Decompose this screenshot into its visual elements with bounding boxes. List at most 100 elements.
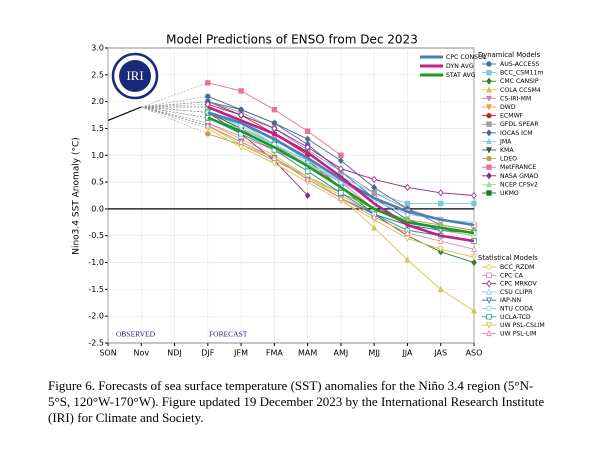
x-tick-label: AMJ [334,349,349,358]
x-tick-label: MJJ [368,349,380,358]
marker [404,210,411,217]
marker [371,190,377,196]
legend-label: KMA [500,147,514,154]
legend-label: UCLA-TCD [500,314,531,321]
x-tick-label: JAS [433,349,447,358]
legend-label: COLA CCSM4 [500,87,541,94]
legend-label: IAP-NN [500,297,522,304]
marker [304,175,311,183]
marker [486,272,492,278]
marker [437,285,444,293]
marker [437,246,444,253]
marker [338,152,344,158]
legend-label: DWD [500,104,516,111]
marker [486,155,492,162]
legend-group-title: Statistical Models [478,254,538,262]
marker [486,322,492,329]
y-tick-label: 0.0 [91,204,104,213]
marker [486,77,492,85]
marker [471,245,477,252]
connector [141,104,208,108]
average-line [207,111,475,227]
marker [304,135,311,143]
average-line [207,116,475,235]
x-tick-label: SON [99,349,116,358]
marker [486,180,492,188]
marker [404,229,411,236]
marker [271,160,278,167]
marker [486,164,492,170]
marker [205,131,211,137]
legend-label: GFDL SPEAR [500,121,539,128]
marker [486,137,492,145]
legend-label: ECMWF [500,113,524,120]
marker [404,200,411,207]
legend-label: LDEO [500,156,517,163]
legend-label: UW PSL-LIM [500,330,536,337]
connector [141,82,208,108]
plot-area [107,47,475,344]
x-tick-label: MAM [298,349,317,358]
y-tick-label: 1.0 [91,151,104,160]
marker [486,314,492,320]
y-tick-label: 1.5 [91,124,104,133]
marker [371,183,377,191]
marker [404,256,411,263]
legend-label: UW PSL-CSLIM [500,322,545,329]
marker [486,264,492,270]
connector [141,106,208,118]
marker [486,121,492,127]
marker [371,175,377,183]
marker [486,69,492,76]
marker [304,143,311,151]
marker [404,235,411,243]
legend-label: STAT AVG [446,72,476,79]
legend-label: NTU CODA [500,306,534,313]
marker [371,224,378,231]
marker [271,106,278,113]
legend-label: DYN AVG [446,63,474,70]
marker [238,88,244,94]
legend-label: JMA [499,138,512,145]
marker [437,237,444,244]
connector [141,106,208,129]
marker [371,213,378,220]
y-tick-label: -2.0 [88,312,104,321]
logo-inner [119,60,151,92]
legend-label: BCC_CSM11m [500,70,543,77]
legend-label: CSU CLIPR [500,289,533,296]
legend-group-title: Dynamical Models [478,51,541,59]
chart: Model Predictions of ENSO from Dec 2023 … [72,33,545,358]
marker [486,280,492,288]
marker [338,157,344,165]
marker [437,189,444,197]
legend-label: CPC MRKOV [500,281,537,288]
marker [338,190,344,196]
marker [205,80,211,86]
y-tick-label: 0.5 [91,178,104,187]
y-tick-label: -1.5 [88,285,104,294]
marker [238,144,245,151]
connector [141,106,208,127]
marker [486,329,492,337]
marker [486,288,492,295]
connector [141,106,208,135]
y-tick-label: 3.0 [91,44,104,53]
marker [205,93,211,99]
x-tick-label: JJA [401,349,413,358]
marker [486,86,492,93]
legend-label: NASA GMAO [500,173,538,180]
marker [471,191,477,200]
observed-label: OBSERVED [116,330,156,339]
legend-label: CPC CONSOL [446,54,487,61]
marker [486,95,492,103]
forecast-label: FORECAST [209,330,248,339]
caption: Figure 6. Forecasts of sea surface tempe… [48,378,545,425]
x-tick-label: NDJ [167,349,182,358]
marker [486,172,492,180]
connector [141,96,208,108]
marker [304,191,311,200]
marker [486,190,492,196]
marker [337,178,344,185]
